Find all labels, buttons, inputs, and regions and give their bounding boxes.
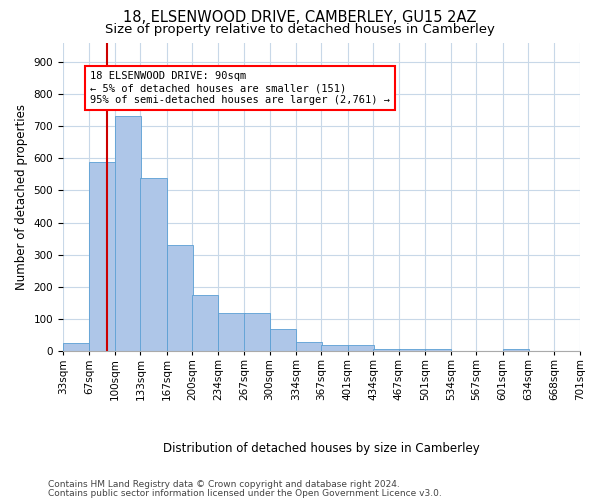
Bar xyxy=(425,348,451,352)
Bar xyxy=(63,342,89,351)
X-axis label: Distribution of detached houses by size in Camberley: Distribution of detached houses by size … xyxy=(163,442,480,455)
Bar xyxy=(115,116,141,352)
Bar xyxy=(167,245,193,352)
Text: 18, ELSENWOOD DRIVE, CAMBERLEY, GU15 2AZ: 18, ELSENWOOD DRIVE, CAMBERLEY, GU15 2AZ xyxy=(123,10,477,25)
Y-axis label: Number of detached properties: Number of detached properties xyxy=(15,104,28,290)
Bar xyxy=(244,312,271,352)
Bar xyxy=(140,178,167,352)
Bar xyxy=(348,345,374,352)
Bar xyxy=(399,348,425,352)
Text: Contains public sector information licensed under the Open Government Licence v3: Contains public sector information licen… xyxy=(48,489,442,498)
Bar xyxy=(373,348,400,352)
Text: Contains HM Land Registry data © Crown copyright and database right 2024.: Contains HM Land Registry data © Crown c… xyxy=(48,480,400,489)
Text: 18 ELSENWOOD DRIVE: 90sqm
← 5% of detached houses are smaller (151)
95% of semi-: 18 ELSENWOOD DRIVE: 90sqm ← 5% of detach… xyxy=(90,72,390,104)
Bar xyxy=(192,295,218,352)
Bar xyxy=(503,348,529,352)
Bar xyxy=(296,342,322,351)
Bar xyxy=(322,345,348,352)
Bar xyxy=(89,162,116,352)
Bar xyxy=(269,328,296,351)
Bar xyxy=(218,312,245,352)
Text: Size of property relative to detached houses in Camberley: Size of property relative to detached ho… xyxy=(105,22,495,36)
